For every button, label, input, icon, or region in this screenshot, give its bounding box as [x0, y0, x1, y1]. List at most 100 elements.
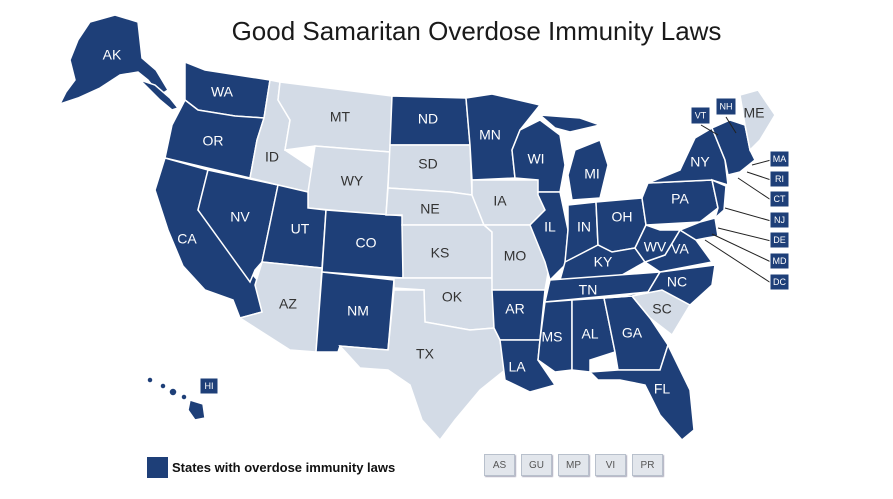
state-MO[interactable]: MO [482, 224, 551, 291]
state-AL[interactable]: AL [571, 297, 616, 373]
svg-text:IA: IA [493, 193, 507, 209]
box-DC[interactable]: DC [769, 273, 790, 291]
box-CT[interactable]: CT [769, 190, 790, 208]
territory-button-gu[interactable]: GU [521, 454, 552, 476]
svg-text:MI: MI [584, 166, 600, 182]
svg-text:CA: CA [177, 231, 197, 247]
svg-text:NH: NH [720, 101, 733, 111]
svg-text:UT: UT [291, 221, 310, 237]
state-MI[interactable]: MI [537, 114, 609, 201]
svg-text:WY: WY [341, 173, 364, 189]
legend-label: States with overdose immunity laws [172, 460, 396, 475]
svg-text:VT: VT [695, 110, 707, 120]
svg-text:CO: CO [356, 235, 377, 251]
svg-text:WV: WV [644, 239, 667, 255]
state-MD-DE[interactable] [678, 217, 719, 241]
svg-text:IL: IL [544, 219, 556, 235]
svg-text:GA: GA [622, 325, 643, 341]
svg-text:NJ: NJ [774, 215, 785, 225]
state-TX[interactable]: TX [338, 289, 506, 442]
state-AK[interactable]: AK [58, 14, 180, 111]
svg-text:MO: MO [504, 248, 527, 264]
territory-button-as[interactable]: AS [484, 454, 515, 476]
state-MS[interactable]: MS [537, 299, 573, 373]
state-PA[interactable]: PA [641, 179, 719, 226]
state-AR[interactable]: AR [491, 289, 546, 341]
svg-text:AR: AR [505, 301, 524, 317]
state-WY[interactable]: WY [307, 145, 391, 216]
svg-text:ND: ND [418, 111, 438, 127]
svg-text:MD: MD [773, 256, 787, 266]
legend-swatch [147, 457, 168, 478]
svg-text:TN: TN [579, 282, 598, 298]
svg-text:KY: KY [594, 254, 613, 270]
svg-text:MN: MN [479, 127, 501, 143]
svg-text:HI: HI [205, 381, 214, 391]
svg-text:KS: KS [431, 245, 450, 261]
state-NM[interactable]: NM [315, 271, 395, 353]
svg-text:MS: MS [542, 329, 563, 345]
svg-text:DE: DE [773, 235, 786, 245]
svg-text:MT: MT [330, 109, 351, 125]
leader-lines [700, 116, 772, 284]
svg-text:RI: RI [775, 174, 784, 184]
state-NC[interactable]: NC [603, 264, 716, 306]
svg-text:ME: ME [744, 105, 765, 121]
box-DE[interactable]: DE [769, 231, 790, 249]
state-HI[interactable] [146, 376, 206, 421]
box-VT[interactable]: VT [690, 106, 711, 125]
territory-buttons: AS GU MP VI PR [484, 454, 663, 476]
svg-text:SC: SC [652, 301, 671, 317]
map-title: Good Samaritan Overdose Immunity Laws [231, 16, 722, 46]
svg-text:NY: NY [690, 154, 710, 170]
box-MA[interactable]: MA [769, 150, 790, 168]
svg-text:VA: VA [671, 241, 689, 257]
state-CO[interactable]: CO [321, 209, 407, 279]
svg-text:ID: ID [265, 149, 279, 165]
svg-text:PA: PA [671, 191, 689, 207]
state-label: AK [103, 47, 122, 63]
state-ME[interactable]: ME [739, 89, 776, 152]
box-NJ[interactable]: NJ [769, 211, 790, 229]
state-MT[interactable]: MT [277, 81, 393, 153]
svg-text:NM: NM [347, 303, 369, 319]
svg-text:FL: FL [654, 381, 671, 397]
legend: States with overdose immunity laws [147, 457, 395, 478]
state-SD[interactable]: SD [387, 144, 473, 196]
svg-text:WI: WI [527, 151, 544, 167]
svg-text:TX: TX [416, 346, 435, 362]
svg-text:LA: LA [508, 359, 526, 375]
svg-text:AL: AL [581, 326, 598, 342]
svg-text:NE: NE [420, 201, 439, 217]
state-ND[interactable]: ND [389, 95, 471, 146]
svg-text:NC: NC [667, 274, 687, 290]
state-LA[interactable]: LA [499, 339, 557, 393]
box-MD[interactable]: MD [769, 252, 790, 270]
svg-text:OR: OR [203, 133, 224, 149]
svg-text:SD: SD [418, 156, 437, 172]
state-IA[interactable]: IA [471, 179, 546, 226]
state-FL[interactable]: FL [588, 342, 695, 442]
territory-button-pr[interactable]: PR [632, 454, 663, 476]
svg-text:IN: IN [577, 219, 591, 235]
svg-text:WA: WA [211, 84, 234, 100]
svg-text:AZ: AZ [279, 296, 297, 312]
svg-text:OH: OH [612, 209, 633, 225]
svg-text:MA: MA [773, 154, 787, 164]
svg-text:DC: DC [773, 277, 786, 287]
box-NH[interactable]: NH [715, 97, 737, 116]
state-NJ[interactable] [710, 178, 727, 221]
state-New-England[interactable] [711, 119, 756, 176]
box-HI[interactable]: HI [199, 377, 219, 395]
box-RI[interactable]: RI [769, 170, 790, 188]
state-OR[interactable]: OR [164, 98, 266, 179]
svg-text:NV: NV [230, 209, 250, 225]
state-IL[interactable]: IL [529, 191, 569, 282]
territory-button-vi[interactable]: VI [595, 454, 626, 476]
territory-button-mp[interactable]: MP [558, 454, 589, 476]
state-KS[interactable]: KS [401, 224, 493, 279]
state-GA[interactable]: GA [603, 295, 669, 371]
svg-text:OK: OK [442, 289, 463, 305]
state-WI[interactable]: WI [511, 119, 566, 193]
